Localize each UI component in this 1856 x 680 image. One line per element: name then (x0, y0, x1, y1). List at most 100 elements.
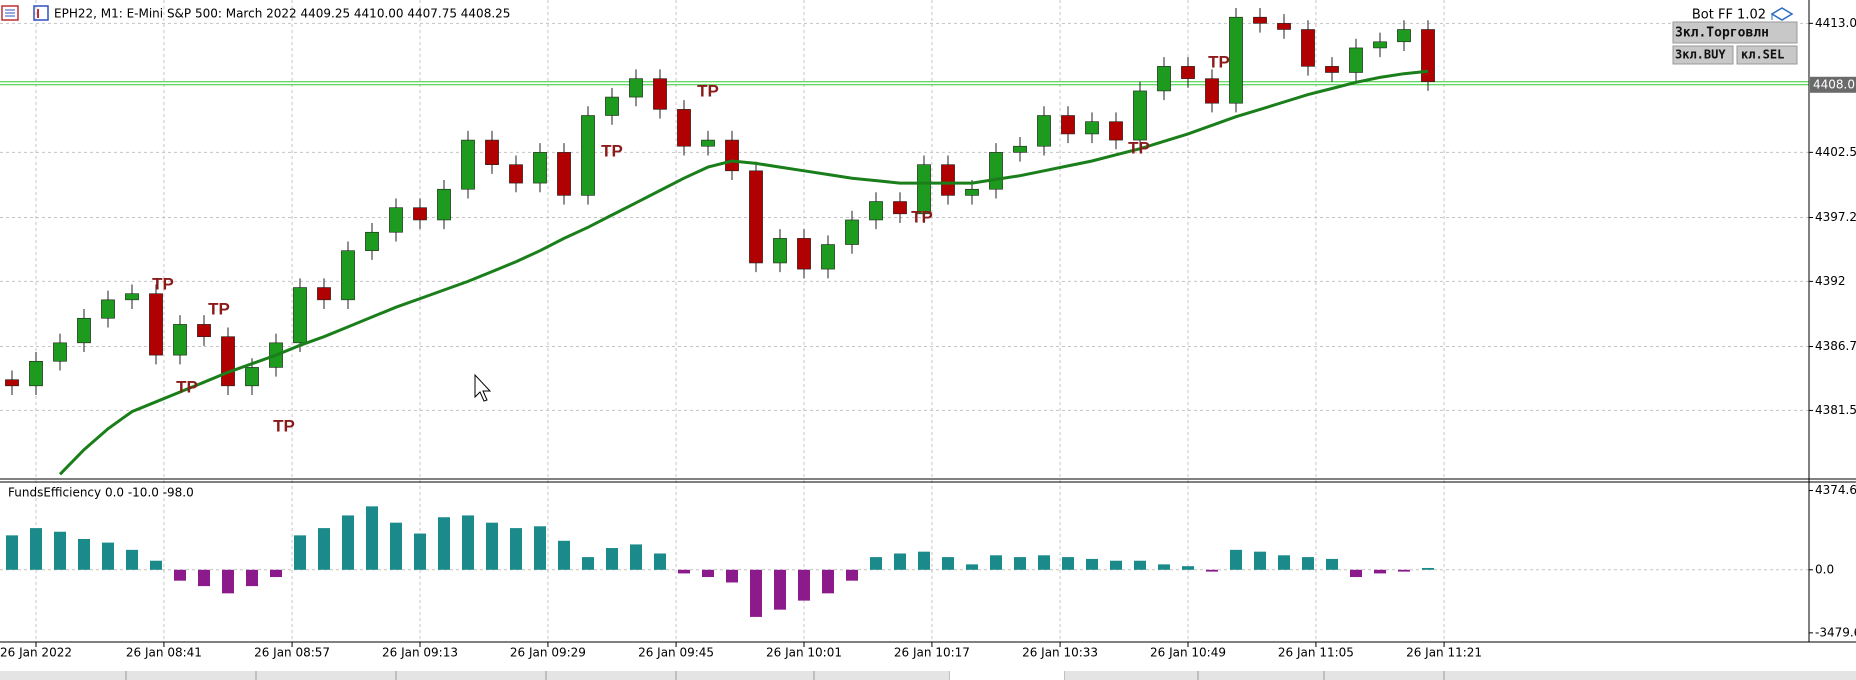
candle-body (605, 96, 619, 116)
x-tick-label: 26 Jan 10:49 (1150, 646, 1226, 660)
candle-body (1013, 145, 1027, 153)
candle-body (701, 139, 715, 147)
candle-body (437, 188, 451, 221)
candle-body (1061, 115, 1075, 135)
candle-body (1229, 16, 1243, 104)
histogram-bar (1134, 560, 1146, 570)
active-tab[interactable] (950, 671, 1064, 680)
histogram-bar (966, 564, 978, 570)
x-tick-label: 26 Jan 10:01 (766, 646, 842, 660)
candle-body (485, 139, 499, 165)
histogram-bar (270, 569, 282, 578)
histogram-bar (246, 569, 258, 587)
histogram-bar (1398, 569, 1410, 572)
indicator-title: FundsEfficiency 0.0 -10.0 -98.0 (8, 486, 194, 500)
histogram-bar (870, 557, 882, 570)
y-tick-label: 0.0 (1815, 562, 1834, 576)
histogram-bar (1374, 569, 1386, 574)
tp-annotation: TP (697, 81, 719, 100)
y-tick-label: 4402.5 (1815, 145, 1856, 159)
histogram-bar (342, 515, 354, 570)
x-tick-label: 26 Jan 09:29 (510, 646, 586, 660)
histogram-bar (990, 555, 1002, 570)
histogram-bar (222, 569, 234, 594)
button[interactable] (1672, 21, 1798, 44)
candle-body (317, 287, 331, 301)
candle-body (365, 231, 379, 251)
tp-annotation: TP (152, 274, 174, 293)
candle-body (1037, 115, 1051, 147)
histogram-bar (318, 528, 330, 570)
histogram-bar (1110, 560, 1122, 570)
y-tick-label: 4381.5 (1815, 403, 1856, 417)
candle-body (869, 201, 883, 221)
histogram-bar (678, 569, 690, 574)
histogram-bar (798, 569, 810, 601)
mouse-cursor (474, 373, 492, 402)
histogram-bar (1038, 555, 1050, 570)
candle-body (1301, 29, 1315, 67)
price-label-box (1810, 76, 1856, 93)
tp-annotation: TP (273, 416, 295, 435)
candle-body (1205, 78, 1219, 104)
button-label[interactable]: кл.SEL (1741, 48, 1784, 62)
x-tick-label: 26 Jan 11:05 (1278, 646, 1354, 660)
x-tick-label: 26 Jan 11:21 (1406, 646, 1482, 660)
y-tick-label: 4413.0 (1815, 16, 1856, 30)
candle-body (293, 287, 307, 344)
histogram-bar (150, 560, 162, 570)
tab-bar (0, 671, 1856, 680)
histogram-bar (750, 569, 762, 617)
histogram-bar (294, 535, 306, 570)
histogram-bar (702, 569, 714, 578)
candle-body (461, 139, 475, 190)
header-icons (1, 5, 49, 21)
candle-body (5, 379, 19, 387)
candle-body (1133, 90, 1147, 141)
histogram-bar (1086, 558, 1098, 570)
candle-body (101, 299, 115, 319)
y-tick-label: 4386.7 (1815, 339, 1856, 353)
candle-body (677, 109, 691, 147)
y-tick-label: 4374.6 (1815, 483, 1856, 497)
histogram-bar (1254, 551, 1266, 570)
button[interactable] (1672, 45, 1734, 65)
x-tick-label: 26 Jan 08:57 (254, 646, 330, 660)
histogram-bar (1278, 555, 1290, 570)
histogram-bar (774, 569, 786, 610)
bot-label: Bot FF 1.02 (1692, 8, 1766, 23)
histogram-bar (510, 528, 522, 570)
candle-body (557, 152, 571, 196)
histogram-bar (462, 515, 474, 570)
histogram-bar (438, 517, 450, 570)
price-label: 4408.0 (1813, 77, 1855, 91)
candle-body (1157, 66, 1171, 92)
y-tick-label: 4397.2 (1815, 210, 1856, 224)
button-label[interactable]: Зкл.Торговлн (1675, 26, 1769, 41)
button[interactable] (1736, 45, 1798, 65)
candle-body (821, 244, 835, 270)
button-label[interactable]: Зкл.BUY (1675, 48, 1726, 62)
tp-annotation: TP (1208, 52, 1230, 71)
histogram-bar (1230, 549, 1242, 570)
tp-annotation: TP (601, 141, 623, 160)
candle-body (581, 115, 595, 196)
candle-body (221, 336, 235, 387)
chart-title: EPH22, M1: E-Mini S&P 500: March 2022 44… (54, 7, 510, 21)
y-tick-label: -3479.6 (1815, 625, 1856, 639)
candle-body (413, 207, 427, 221)
y-tick-label: 4392 (1815, 274, 1846, 288)
x-tick-label: 26 Jan 09:13 (382, 646, 458, 660)
candle-body (941, 164, 955, 196)
tp-annotation: TP (176, 377, 198, 396)
candle-body (845, 219, 859, 245)
candle-body (389, 207, 403, 233)
histogram-bar (1014, 557, 1026, 570)
candle-body (1349, 47, 1363, 73)
x-tick-label: 26 Jan 10:17 (894, 646, 970, 660)
histogram-bar (846, 569, 858, 581)
histogram-bar (534, 526, 546, 570)
candle-body (653, 78, 667, 110)
histogram-bar (918, 551, 930, 570)
histogram-bar (30, 528, 42, 570)
